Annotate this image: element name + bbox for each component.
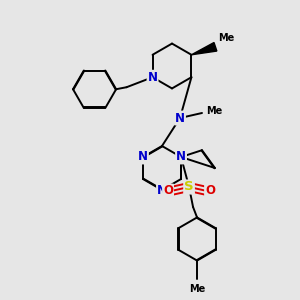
Text: N: N <box>157 184 167 196</box>
Text: S: S <box>184 181 194 194</box>
Text: N: N <box>175 112 185 124</box>
Text: N: N <box>176 151 186 164</box>
Text: O: O <box>205 184 215 197</box>
Text: Me: Me <box>189 284 205 294</box>
Text: Me: Me <box>218 33 235 43</box>
Text: N: N <box>138 151 148 164</box>
Text: Me: Me <box>206 106 222 116</box>
Polygon shape <box>191 43 217 55</box>
Text: N: N <box>148 71 158 84</box>
Text: O: O <box>163 184 173 197</box>
